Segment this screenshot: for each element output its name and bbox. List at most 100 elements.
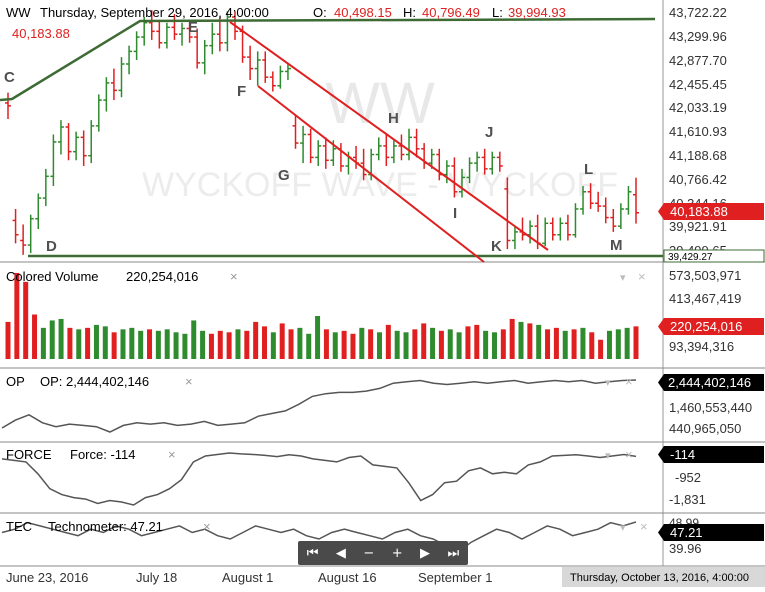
- move-down-icon[interactable]: ▾: [605, 450, 611, 462]
- close-icon[interactable]: ×: [625, 374, 633, 389]
- price-tick: 40,766.42: [669, 172, 727, 187]
- volume-bar: [615, 329, 621, 359]
- force-tick: -952: [675, 470, 701, 485]
- price-tick: 41,610.93: [669, 124, 727, 139]
- price-tick: 42,455.45: [669, 77, 727, 92]
- volume-bar: [288, 329, 294, 359]
- price-tick: 42,033.19: [669, 100, 727, 115]
- scroll-left-icon[interactable]: ◀: [335, 545, 346, 561]
- price-bar: [511, 226, 518, 250]
- force-line: [1, 452, 637, 506]
- volume-bar: [580, 327, 586, 359]
- force-tick: -1,831: [669, 492, 706, 507]
- zoom-out-icon[interactable]: −: [363, 545, 375, 561]
- price-bar: [315, 140, 322, 166]
- high-label: H:: [403, 5, 416, 20]
- price-bar: [602, 197, 609, 224]
- price-bar: [110, 68, 117, 101]
- price-bar: [103, 77, 110, 112]
- volume-bar: [491, 332, 497, 359]
- move-down-icon[interactable]: ▾: [620, 522, 626, 534]
- volume-bar: [421, 323, 427, 359]
- op-tag: [664, 374, 764, 391]
- volume-bar: [545, 329, 551, 359]
- price-bar: [12, 208, 19, 244]
- close-icon[interactable]: ×: [230, 269, 238, 284]
- scroll-right-icon[interactable]: ▶: [420, 545, 431, 561]
- crosshair-date: Thursday, October 13, 2016, 4:00:00: [570, 572, 749, 584]
- volume-bar: [598, 339, 604, 359]
- price-bar: [65, 123, 72, 161]
- volume-tick: 573,503,971: [669, 268, 741, 283]
- volume-bar: [438, 330, 444, 359]
- price-bar: [458, 168, 465, 198]
- volume-bar: [368, 329, 374, 359]
- volume-bar: [23, 281, 29, 359]
- op-tag-value: 2,444,402,146: [668, 375, 751, 390]
- volume-bar: [200, 330, 206, 359]
- price-bar: [57, 120, 64, 155]
- crosshair-date-box: [562, 567, 765, 587]
- close-icon[interactable]: ×: [203, 519, 211, 534]
- force-tag-pointer: [658, 446, 664, 463]
- volume-bar: [40, 327, 46, 359]
- price-bar: [148, 10, 155, 40]
- volume-bar: [49, 320, 55, 359]
- volume-bar: [226, 332, 232, 359]
- close-icon[interactable]: ×: [168, 447, 176, 462]
- channel-line-lower: [257, 85, 485, 263]
- volume-bar: [182, 333, 188, 359]
- zoom-in-icon[interactable]: +: [391, 545, 403, 561]
- op-panel-value: OP: 2,444,402,146: [40, 374, 149, 389]
- tec-tag-pointer: [658, 524, 664, 541]
- volume-bar: [191, 320, 197, 359]
- close-icon[interactable]: ×: [625, 447, 633, 462]
- volume-bar: [562, 330, 568, 359]
- tec-panel-title: TEC: [6, 519, 32, 534]
- volume-bar: [518, 321, 524, 359]
- volume-bar: [403, 332, 409, 359]
- volume-bar: [129, 327, 135, 359]
- volume-bar: [341, 330, 347, 359]
- volume-bar: [500, 329, 506, 359]
- close-icon[interactable]: ×: [640, 519, 648, 534]
- price-bar: [284, 62, 291, 81]
- price-tick: 39,921.91: [669, 219, 727, 234]
- move-down-icon[interactable]: ▾: [605, 377, 611, 389]
- volume-bar: [76, 329, 82, 359]
- time-tick: August 1: [222, 570, 273, 585]
- price-bar: [474, 151, 481, 172]
- move-down-icon[interactable]: ▾: [620, 272, 626, 284]
- close-value: 40,183.88: [12, 26, 70, 41]
- volume-bars: [5, 272, 639, 359]
- price-bar: [610, 208, 617, 232]
- price-tick: 41,188.68: [669, 148, 727, 163]
- volume-bar: [297, 327, 303, 359]
- price-bar: [118, 57, 125, 98]
- price-bar: [216, 17, 223, 52]
- close-icon[interactable]: ×: [185, 374, 193, 389]
- volume-tick: 413,467,419: [669, 291, 741, 306]
- price-bar: [126, 45, 133, 75]
- close-icon[interactable]: ×: [638, 269, 646, 284]
- price-bar: [292, 114, 299, 149]
- volume-bar: [483, 330, 489, 359]
- open-value: 40,498.15: [334, 5, 392, 20]
- channel-line-upper: [229, 21, 549, 251]
- tec-tag-value: 47.21: [670, 525, 703, 540]
- tec-line: [1, 521, 637, 553]
- price-bar: [595, 191, 602, 212]
- price-bars: [5, 10, 639, 255]
- volume-bar: [85, 327, 91, 359]
- trendline-upper-green: [0, 17, 656, 102]
- volume-bar: [138, 330, 144, 359]
- volume-bar: [412, 329, 418, 359]
- force-panel-value: Force: -114: [70, 447, 136, 462]
- price-bar: [580, 186, 587, 215]
- jump-end-icon[interactable]: ⏭: [447, 545, 460, 561]
- wave-label-f: F: [237, 83, 246, 100]
- volume-bar: [155, 330, 161, 359]
- jump-start-icon[interactable]: ⏮: [306, 545, 319, 561]
- price-bar: [73, 131, 80, 161]
